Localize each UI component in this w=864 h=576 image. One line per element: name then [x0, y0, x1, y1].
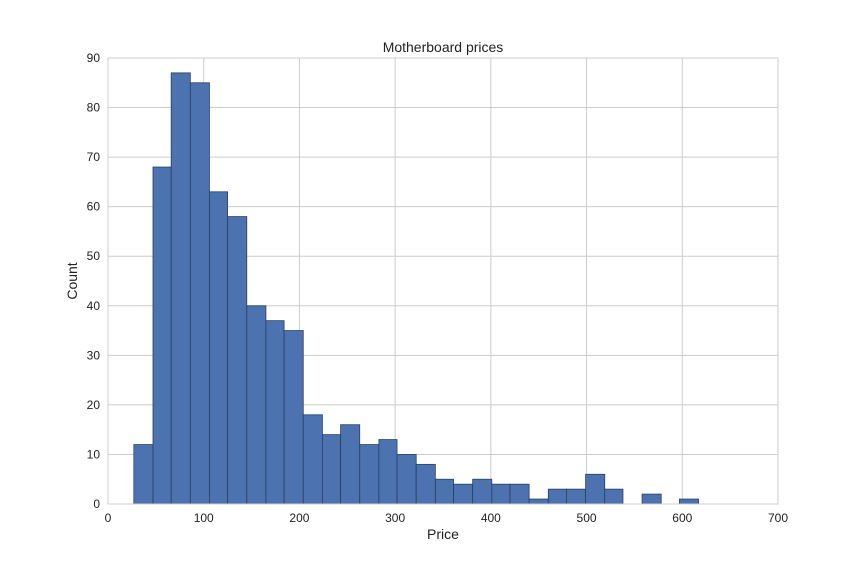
y-tick-label-1: 10 — [87, 447, 101, 461]
histogram-bar-6 — [246, 305, 267, 505]
x-tick-label-7: 700 — [768, 511, 788, 525]
histogram-bar-5 — [227, 216, 248, 505]
histogram-bar-9 — [302, 414, 323, 505]
y-tick-label-2: 20 — [87, 398, 101, 412]
histogram-bar-1 — [152, 166, 172, 505]
y-tick-label-8: 80 — [87, 101, 101, 115]
histogram-bar-10 — [321, 434, 341, 505]
y-tick-label-9: 90 — [87, 51, 101, 65]
histogram-bars — [133, 72, 699, 505]
x-tick-label-0: 0 — [105, 511, 112, 525]
histogram-bar-24 — [585, 473, 606, 505]
x-tick-label-4: 400 — [481, 511, 501, 525]
y-tick-labels: 0 10 20 30 40 50 60 70 80 90 — [87, 51, 101, 511]
histogram-bar-2 — [170, 72, 191, 505]
x-tick-label-5: 500 — [577, 511, 597, 525]
histogram-bar-27 — [641, 493, 662, 505]
histogram-bar-4 — [209, 191, 229, 505]
x-tick-label-3: 300 — [385, 511, 405, 525]
x-tick-label-2: 200 — [289, 511, 309, 525]
histogram-bar-16 — [434, 478, 454, 505]
histogram-bar-23 — [566, 488, 587, 505]
histogram-bar-25 — [604, 488, 624, 505]
histogram-bar-17 — [453, 483, 474, 505]
histogram-bar-3 — [189, 82, 210, 505]
y-tick-label-4: 40 — [87, 299, 101, 313]
histogram-bar-12 — [359, 444, 380, 505]
histogram-bar-29 — [679, 498, 699, 505]
histogram-bar-11 — [340, 424, 361, 505]
histogram-bar-13 — [378, 439, 398, 505]
histogram-bar-7 — [265, 320, 285, 505]
x-tick-labels: 0 100 200 300 400 500 600 700 — [105, 511, 789, 525]
y-tick-label-5: 50 — [87, 249, 101, 263]
histogram-bar-0 — [133, 444, 154, 505]
histogram-bar-20 — [509, 483, 530, 505]
x-tick-label-1: 100 — [194, 511, 214, 525]
y-tick-label-3: 30 — [87, 348, 101, 362]
chart-title: Motherboard prices — [383, 39, 504, 55]
x-tick-label-6: 600 — [672, 511, 692, 525]
y-tick-label-0: 0 — [93, 497, 100, 511]
histogram-bar-22 — [547, 488, 567, 505]
y-tick-label-6: 60 — [87, 200, 101, 214]
histogram-bar-15 — [415, 463, 436, 505]
x-axis-label: Price — [427, 526, 459, 542]
histogram-bar-19 — [491, 483, 511, 505]
y-axis-label: Count — [64, 262, 80, 299]
histogram-bar-14 — [396, 454, 417, 505]
histogram-bar-18 — [472, 478, 493, 505]
plot-frame — [107, 57, 779, 505]
y-tick-label-7: 70 — [87, 150, 101, 164]
histogram-bar-8 — [283, 330, 304, 505]
histogram-bar-21 — [528, 498, 549, 505]
